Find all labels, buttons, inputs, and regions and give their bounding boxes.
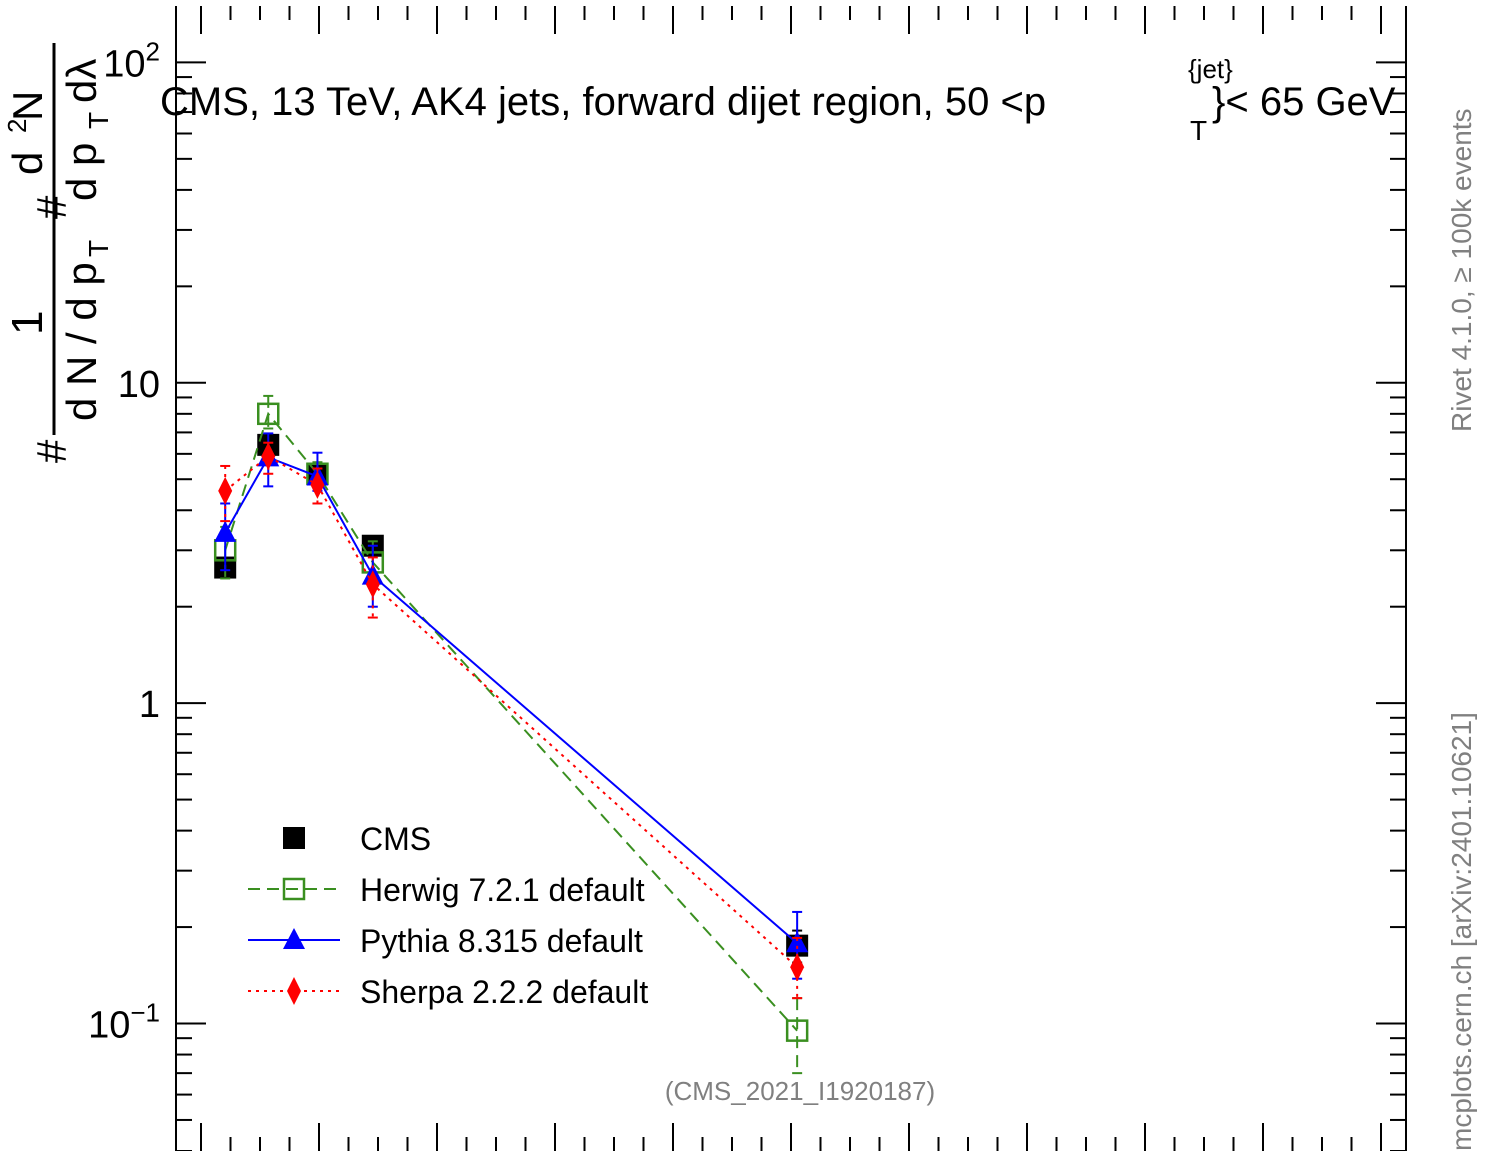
legend-marker-herwig [282, 877, 306, 901]
legend-marker-sherpa [287, 977, 301, 1005]
y-label-denominator: d N / d p [58, 262, 105, 421]
data-point-sherpa [365, 570, 380, 599]
data-point-pythia [786, 931, 809, 953]
y-tick-label: 1 [139, 684, 160, 726]
y-label-d: d [4, 152, 51, 175]
y-axis-label: #1 d N / d p T # d 2Nd p Tdλ [2, 43, 114, 463]
y-label-dlambda: dλ [58, 59, 105, 103]
rivet-version-label: Rivet 4.1.0, ≥ 100k events [1446, 108, 1477, 432]
analysis-id-label: (CMS_2021_I1920187) [665, 1076, 935, 1106]
y-tick-label: 10−1 [88, 998, 160, 1047]
series-line-pythia [224, 456, 798, 945]
y-tick-label: 10 [118, 364, 160, 406]
y-label-sup: 2 [2, 119, 32, 133]
data-point-sherpa [218, 476, 233, 505]
chart-title: CMS, 13 TeV, AK4 jets, forward dijet reg… [160, 80, 1046, 124]
y-label-hash: # [28, 439, 75, 463]
data-point-sherpa [790, 953, 805, 982]
data-point-herwig [257, 402, 280, 426]
data-point-herwig [785, 1019, 809, 1042]
data-point-pythia [214, 520, 237, 542]
legend-label-herwig: Herwig 7.2.1 default [360, 872, 645, 908]
legend: CMS Herwig 7.2.1 default Pythia 8.315 defa… [248, 821, 648, 1010]
y-label-T: T [83, 112, 114, 129]
y-label-dp: d p [58, 143, 105, 201]
data-point-sherpa [261, 442, 276, 471]
y-label-numerator: 1 [3, 311, 52, 335]
series-herwig [213, 394, 809, 1075]
legend-label-sherpa: Sherpa 2.2.2 default [360, 974, 648, 1010]
mcplots-source-label: mcplots.cern.ch [arXiv:2401.10621] [1446, 712, 1477, 1151]
chart-title-sup: {jet} [1188, 54, 1233, 84]
y-tick-label: 102 [103, 36, 160, 85]
y-label-subscript: T [83, 240, 114, 257]
chart-title-sub: T [1190, 115, 1207, 146]
legend-label-cms: CMS [360, 821, 431, 857]
y-label-hash: # [28, 195, 75, 219]
data-point-sherpa [310, 470, 325, 499]
y-label-N: N [4, 91, 51, 121]
legend-label-pythia: Pythia 8.315 default [360, 923, 643, 959]
legend-marker-cms [283, 827, 305, 849]
series-sherpa [218, 441, 805, 1000]
chart-title-tail: }< 65 GeV [1212, 80, 1396, 124]
legend-marker-pythia [283, 928, 305, 949]
